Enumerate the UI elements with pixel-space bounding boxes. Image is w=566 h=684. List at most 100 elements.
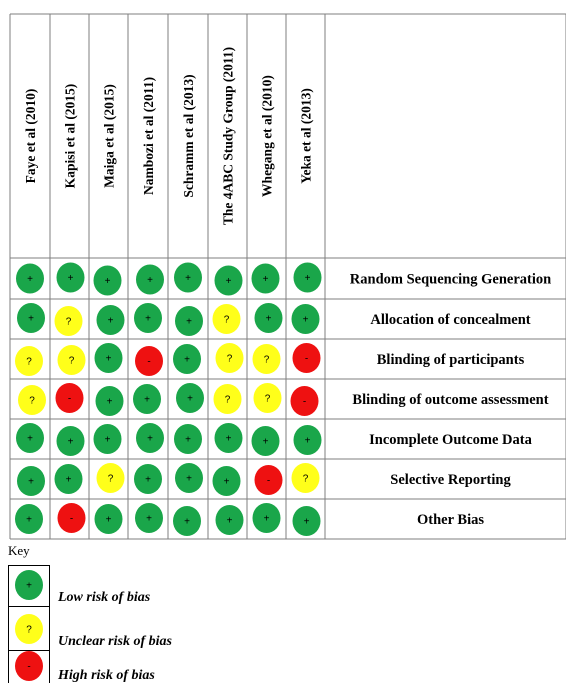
key-separator (9, 606, 49, 607)
domain-label: Incomplete Outcome Data (369, 432, 532, 448)
rating-unclear (96, 463, 125, 493)
key-symbol: + (26, 581, 32, 592)
rating-symbol: + (305, 273, 311, 284)
domain-label: Selective Reporting (390, 472, 511, 488)
rating-symbol: - (303, 397, 306, 408)
study-label: Faye et al (2010) (23, 89, 38, 184)
rating-low (17, 466, 45, 496)
rating-low (135, 503, 163, 533)
rating-low (214, 423, 243, 453)
rating-symbol: + (187, 394, 193, 405)
rating-low (293, 425, 322, 455)
rating-symbol: + (105, 276, 111, 287)
rating-symbol: + (304, 517, 310, 528)
rating-symbol: + (144, 395, 150, 406)
rating-unclear (215, 343, 244, 373)
rating-low (96, 305, 125, 335)
key-symbol: - (27, 662, 30, 673)
rating-symbol: - (70, 514, 73, 525)
rating-low (134, 303, 162, 333)
rating-symbol: - (305, 354, 308, 365)
rating-low (93, 265, 122, 296)
rating-low (15, 504, 43, 534)
rating-low (251, 426, 280, 456)
rating-symbol: + (145, 475, 151, 486)
rating-low (54, 464, 83, 494)
rating-low (56, 262, 85, 293)
rating-symbol: + (106, 354, 112, 365)
rating-symbol: ? (66, 317, 72, 328)
risk-of-bias-grid: Faye et al (2010) Kapisi et al (2015) Maig… (9, 13, 566, 540)
rating-low (175, 306, 203, 336)
rating-symbol: + (303, 315, 309, 326)
rating-symbol: ? (224, 315, 230, 326)
key-symbols: +? - (15, 570, 43, 681)
rating-symbol: + (266, 314, 272, 325)
rating-low (95, 386, 124, 416)
rating-symbol: + (108, 316, 114, 327)
rating-symbol: - (267, 476, 270, 487)
rating-symbol: ? (29, 396, 35, 407)
rating-low (292, 506, 321, 536)
rating-low (215, 505, 244, 535)
rating-symbol: + (147, 275, 153, 286)
key-swatch-low (15, 570, 43, 600)
rating-low (214, 265, 243, 296)
rating-symbol: + (26, 515, 32, 526)
rating-symbol: + (106, 515, 112, 526)
rating-symbol: + (107, 397, 113, 408)
domain-label: Other Bias (417, 512, 484, 528)
rating-high (254, 465, 283, 495)
study-label: Kapisi et al (2015) (63, 84, 78, 189)
rating-low (252, 503, 281, 533)
rating-low (134, 464, 162, 494)
rating-symbol: ? (108, 474, 114, 485)
rating-symbol: - (147, 357, 150, 368)
key-symbol: ? (26, 625, 32, 636)
study-label: Yeka et al (2013) (299, 88, 314, 184)
rating-unclear (213, 384, 242, 414)
rating-symbol: + (27, 434, 33, 445)
rating-symbol: - (68, 394, 71, 405)
rating-symbol: + (66, 475, 72, 486)
rating-high (290, 386, 319, 416)
domain-label: Random Sequencing Generation (350, 272, 551, 288)
study-label: The 4ABC Study Group (2011) (221, 47, 236, 225)
domain-label: Allocation of concealment (370, 312, 530, 328)
key-label-low: Low risk of bias (58, 590, 151, 605)
key-swatch-unclear (15, 614, 43, 644)
rating-unclear (252, 344, 281, 374)
key-separator (9, 650, 49, 651)
rating-symbol: ? (69, 356, 75, 367)
rating-low (56, 426, 85, 456)
rating-unclear (57, 345, 86, 375)
rating-low (93, 424, 122, 454)
rating-low (173, 506, 201, 536)
rating-low (176, 383, 204, 413)
rating-symbol: ? (303, 474, 309, 485)
rating-symbol: + (68, 437, 74, 448)
rating-low (16, 263, 44, 294)
rating-unclear (54, 306, 83, 336)
rating-high (57, 503, 86, 533)
rating-low (136, 264, 164, 295)
rating-symbol: + (224, 477, 230, 488)
rating-symbol: + (226, 276, 232, 287)
rating-symbol: + (184, 517, 190, 528)
rating-symbol: + (28, 314, 34, 325)
rating-high (55, 383, 84, 413)
key-box (8, 565, 50, 683)
rating-symbol: + (264, 514, 270, 525)
key-label-high: High risk of bias (58, 668, 155, 683)
study-label: Whegang et al (2010) (260, 75, 275, 197)
rating-low (17, 303, 45, 333)
rating-symbol: ? (225, 395, 231, 406)
rating-symbol: + (147, 434, 153, 445)
rating-low (173, 344, 201, 374)
rating-symbol: + (28, 477, 34, 488)
study-label: Maiga et al (2015) (102, 84, 117, 188)
rating-symbol: + (186, 474, 192, 485)
rating-low (291, 304, 320, 334)
rating-symbol: + (226, 434, 232, 445)
rating-symbol: + (305, 436, 311, 447)
